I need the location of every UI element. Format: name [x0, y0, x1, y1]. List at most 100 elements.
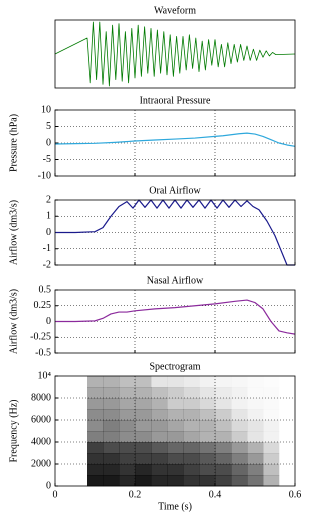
- spectrogram-cell: [135, 442, 151, 453]
- spectrogram-cell: [199, 431, 215, 442]
- spectrogram-cell: [135, 387, 151, 398]
- spectrogram-cell: [199, 398, 215, 409]
- y-tick-label: -0.25: [30, 332, 51, 343]
- spectrogram-cell: [103, 442, 119, 453]
- y-tick-label: 4000: [31, 436, 51, 447]
- spectrogram-cell: [103, 475, 119, 486]
- spectrogram-cell: [151, 431, 167, 442]
- x-tick-label: 0: [53, 489, 58, 500]
- spectrogram-cell: [135, 464, 151, 475]
- y-tick-label: 2: [46, 194, 51, 205]
- spectrogram-cell: [231, 398, 247, 409]
- spectrogram-cell: [247, 409, 263, 420]
- spectrogram-cell: [103, 409, 119, 420]
- spectrogram-cell: [87, 398, 103, 409]
- spectrogram-cell: [87, 376, 103, 387]
- y-tick-label: -10: [38, 170, 51, 181]
- x-tick-label: 0.6: [289, 489, 302, 500]
- spectrogram-cell: [119, 453, 135, 464]
- data-line: [55, 300, 295, 334]
- spectrogram-cell: [183, 420, 199, 431]
- spectrogram-cell: [247, 475, 263, 486]
- y-tick-label: 6000: [31, 414, 51, 425]
- y-axis-label: Airflow (dm3/s): [8, 200, 19, 265]
- spectrogram-cell: [215, 442, 231, 453]
- spectrogram-cell: [119, 420, 135, 431]
- spectrogram-cell: [215, 453, 231, 464]
- spectrogram-cell: [247, 387, 263, 398]
- y-tick-label: 0.25: [34, 300, 52, 311]
- spectrogram-cell: [135, 409, 151, 420]
- panel-title: Oral Airflow: [149, 185, 201, 196]
- spectrogram-cell: [151, 453, 167, 464]
- spectrogram-cell: [183, 387, 199, 398]
- spectrogram-cell: [199, 387, 215, 398]
- spectrogram-cell: [119, 376, 135, 387]
- y-axis-label: Frequency (Hz): [8, 399, 19, 462]
- spectrogram-cell: [263, 376, 279, 387]
- spectrogram-cell: [103, 420, 119, 431]
- y-axis-label: Pressure (hPa): [8, 114, 19, 172]
- y-tick-label: 10⁴: [38, 370, 52, 381]
- spectrogram-cell: [183, 475, 199, 486]
- spectrogram-cell: [231, 420, 247, 431]
- spectrogram-cell: [167, 376, 183, 387]
- spectrogram-cell: [167, 431, 183, 442]
- spectrogram-cell: [183, 398, 199, 409]
- spectrogram-cell: [183, 409, 199, 420]
- y-tick-label: 8000: [31, 392, 51, 403]
- spectrogram-cell: [199, 442, 215, 453]
- spectrogram-cell: [167, 409, 183, 420]
- spectrogram-cell: [183, 376, 199, 387]
- spectrogram-cell: [151, 464, 167, 475]
- x-tick-label: 0.2: [129, 489, 142, 500]
- spectrogram-cell: [263, 398, 279, 409]
- spectrogram-cell: [215, 387, 231, 398]
- waveform-line: [55, 22, 295, 86]
- spectrogram-cell: [247, 398, 263, 409]
- spectrogram-cell: [119, 398, 135, 409]
- x-tick-label: 0.4: [209, 489, 222, 500]
- spectrogram-cell: [103, 464, 119, 475]
- spectrogram-cell: [103, 398, 119, 409]
- panel-title: Spectrogram: [149, 361, 200, 372]
- spectrogram-cell: [215, 475, 231, 486]
- spectrogram-cell: [87, 420, 103, 431]
- spectrogram-cell: [231, 387, 247, 398]
- spectrogram-cell: [247, 376, 263, 387]
- y-tick-label: 1: [46, 211, 51, 222]
- spectrogram-cell: [263, 442, 279, 453]
- spectrogram-cell: [151, 376, 167, 387]
- spectrogram-cell: [263, 420, 279, 431]
- spectrogram-cell: [263, 431, 279, 442]
- y-tick-label: -0.5: [35, 347, 51, 358]
- spectrogram-cell: [167, 420, 183, 431]
- spectrogram-cell: [151, 475, 167, 486]
- spectrogram-cell: [167, 475, 183, 486]
- spectrogram-cell: [87, 442, 103, 453]
- spectrogram-cell: [87, 475, 103, 486]
- spectrogram-cell: [135, 420, 151, 431]
- spectrogram-cell: [103, 431, 119, 442]
- spectrogram-cell: [119, 475, 135, 486]
- y-tick-label: 2000: [31, 458, 51, 469]
- spectrogram-cell: [103, 387, 119, 398]
- spectrogram-cell: [247, 442, 263, 453]
- spectrogram-cell: [135, 376, 151, 387]
- spectrogram-cell: [215, 398, 231, 409]
- spectrogram-cell: [199, 376, 215, 387]
- spectrogram-cell: [215, 409, 231, 420]
- spectrogram-cell: [247, 420, 263, 431]
- spectrogram-cell: [231, 475, 247, 486]
- y-tick-label: 0: [46, 480, 51, 491]
- spectrogram-cell: [151, 442, 167, 453]
- spectrogram-cell: [167, 398, 183, 409]
- spectrogram-cell: [231, 409, 247, 420]
- spectrogram-cell: [119, 464, 135, 475]
- spectrogram-cell: [87, 431, 103, 442]
- spectrogram-cell: [151, 409, 167, 420]
- spectrogram-cell: [87, 387, 103, 398]
- spectrogram-cell: [199, 453, 215, 464]
- data-line: [55, 133, 295, 146]
- spectrogram-cell: [263, 387, 279, 398]
